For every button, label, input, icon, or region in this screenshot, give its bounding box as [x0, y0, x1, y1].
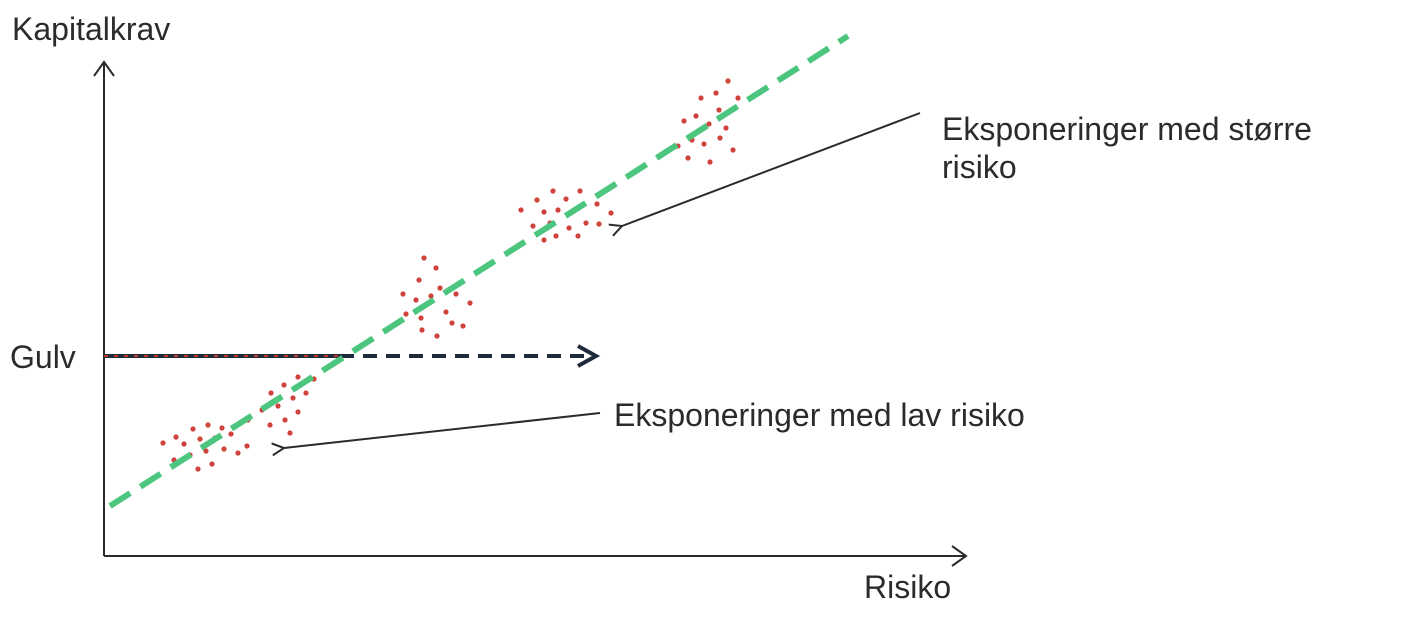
y-axis-arrow-icon — [93, 60, 115, 77]
data-point — [160, 440, 166, 446]
data-point — [575, 233, 581, 239]
data-point — [530, 223, 536, 229]
data-point — [416, 277, 422, 283]
data-point — [219, 425, 225, 431]
data-point — [433, 265, 439, 271]
axes — [93, 60, 968, 567]
data-point — [181, 441, 187, 447]
x-axis-arrow-icon — [951, 545, 968, 567]
data-point — [685, 155, 691, 161]
data-point — [403, 311, 409, 317]
data-point — [723, 125, 729, 131]
data-point — [209, 461, 215, 467]
data-point — [173, 434, 179, 440]
x-axis-label: Risiko — [864, 569, 952, 605]
data-point — [235, 450, 241, 456]
data-point — [287, 430, 293, 436]
data-point — [693, 113, 699, 119]
trend-line — [108, 33, 850, 509]
data-point — [541, 237, 547, 243]
high-risk-annotation-line2: risiko — [942, 149, 1017, 185]
data-point — [518, 207, 524, 213]
data-point — [698, 95, 704, 101]
data-point — [221, 446, 227, 452]
data-point — [400, 291, 406, 297]
data-point — [555, 207, 561, 213]
data-point — [467, 300, 473, 306]
data-point — [717, 135, 723, 141]
data-point — [553, 233, 559, 239]
data-point — [596, 221, 602, 227]
floor-label: Gulv — [10, 339, 76, 375]
data-point — [443, 309, 449, 315]
floor-arrow-icon — [577, 344, 601, 368]
data-point — [577, 188, 583, 194]
data-point — [701, 141, 707, 147]
data-point — [281, 382, 287, 388]
data-point — [534, 197, 540, 203]
data-point — [295, 409, 301, 415]
floor-line — [104, 344, 601, 368]
high-risk-annotation: Eksponeringer med større risiko — [942, 110, 1312, 186]
low-risk-annotation: Eksponeringer med lav risiko — [614, 397, 1025, 433]
data-point — [707, 159, 713, 165]
low-risk-arrow — [284, 412, 601, 448]
data-point — [195, 466, 201, 472]
data-point — [267, 422, 273, 428]
data-point — [706, 121, 712, 127]
data-point — [290, 395, 296, 401]
data-point — [418, 315, 424, 321]
data-point — [563, 196, 569, 202]
cluster-5 — [675, 78, 741, 165]
data-point — [190, 426, 196, 432]
data-point — [730, 147, 736, 153]
data-point — [681, 118, 687, 124]
data-point — [282, 417, 288, 423]
data-point — [735, 95, 741, 101]
data-point — [295, 374, 301, 380]
data-point — [608, 210, 614, 216]
data-point — [460, 323, 466, 329]
data-point — [583, 220, 589, 226]
cluster-3 — [400, 255, 473, 339]
data-point — [303, 390, 309, 396]
data-point — [713, 90, 719, 96]
data-point — [453, 291, 459, 297]
data-point — [725, 78, 731, 84]
data-point — [550, 188, 556, 194]
data-point — [428, 293, 434, 299]
data-point — [205, 422, 211, 428]
data-point — [437, 285, 443, 291]
data-point — [413, 297, 419, 303]
high-risk-arrow — [622, 112, 921, 226]
data-point — [268, 390, 274, 396]
data-point — [244, 443, 250, 449]
data-point — [434, 333, 440, 339]
data-point — [419, 327, 425, 333]
data-point — [197, 436, 203, 442]
data-point — [449, 320, 455, 326]
data-point — [541, 209, 547, 215]
data-point — [421, 255, 427, 261]
y-axis-label: Kapitalkrav — [12, 11, 171, 47]
data-point — [203, 448, 209, 454]
data-point — [228, 431, 234, 437]
data-point — [594, 201, 600, 207]
high-risk-annotation-line1: Eksponeringer med større — [942, 111, 1312, 147]
data-point — [716, 107, 722, 113]
data-point — [275, 403, 281, 409]
data-point — [566, 225, 572, 231]
